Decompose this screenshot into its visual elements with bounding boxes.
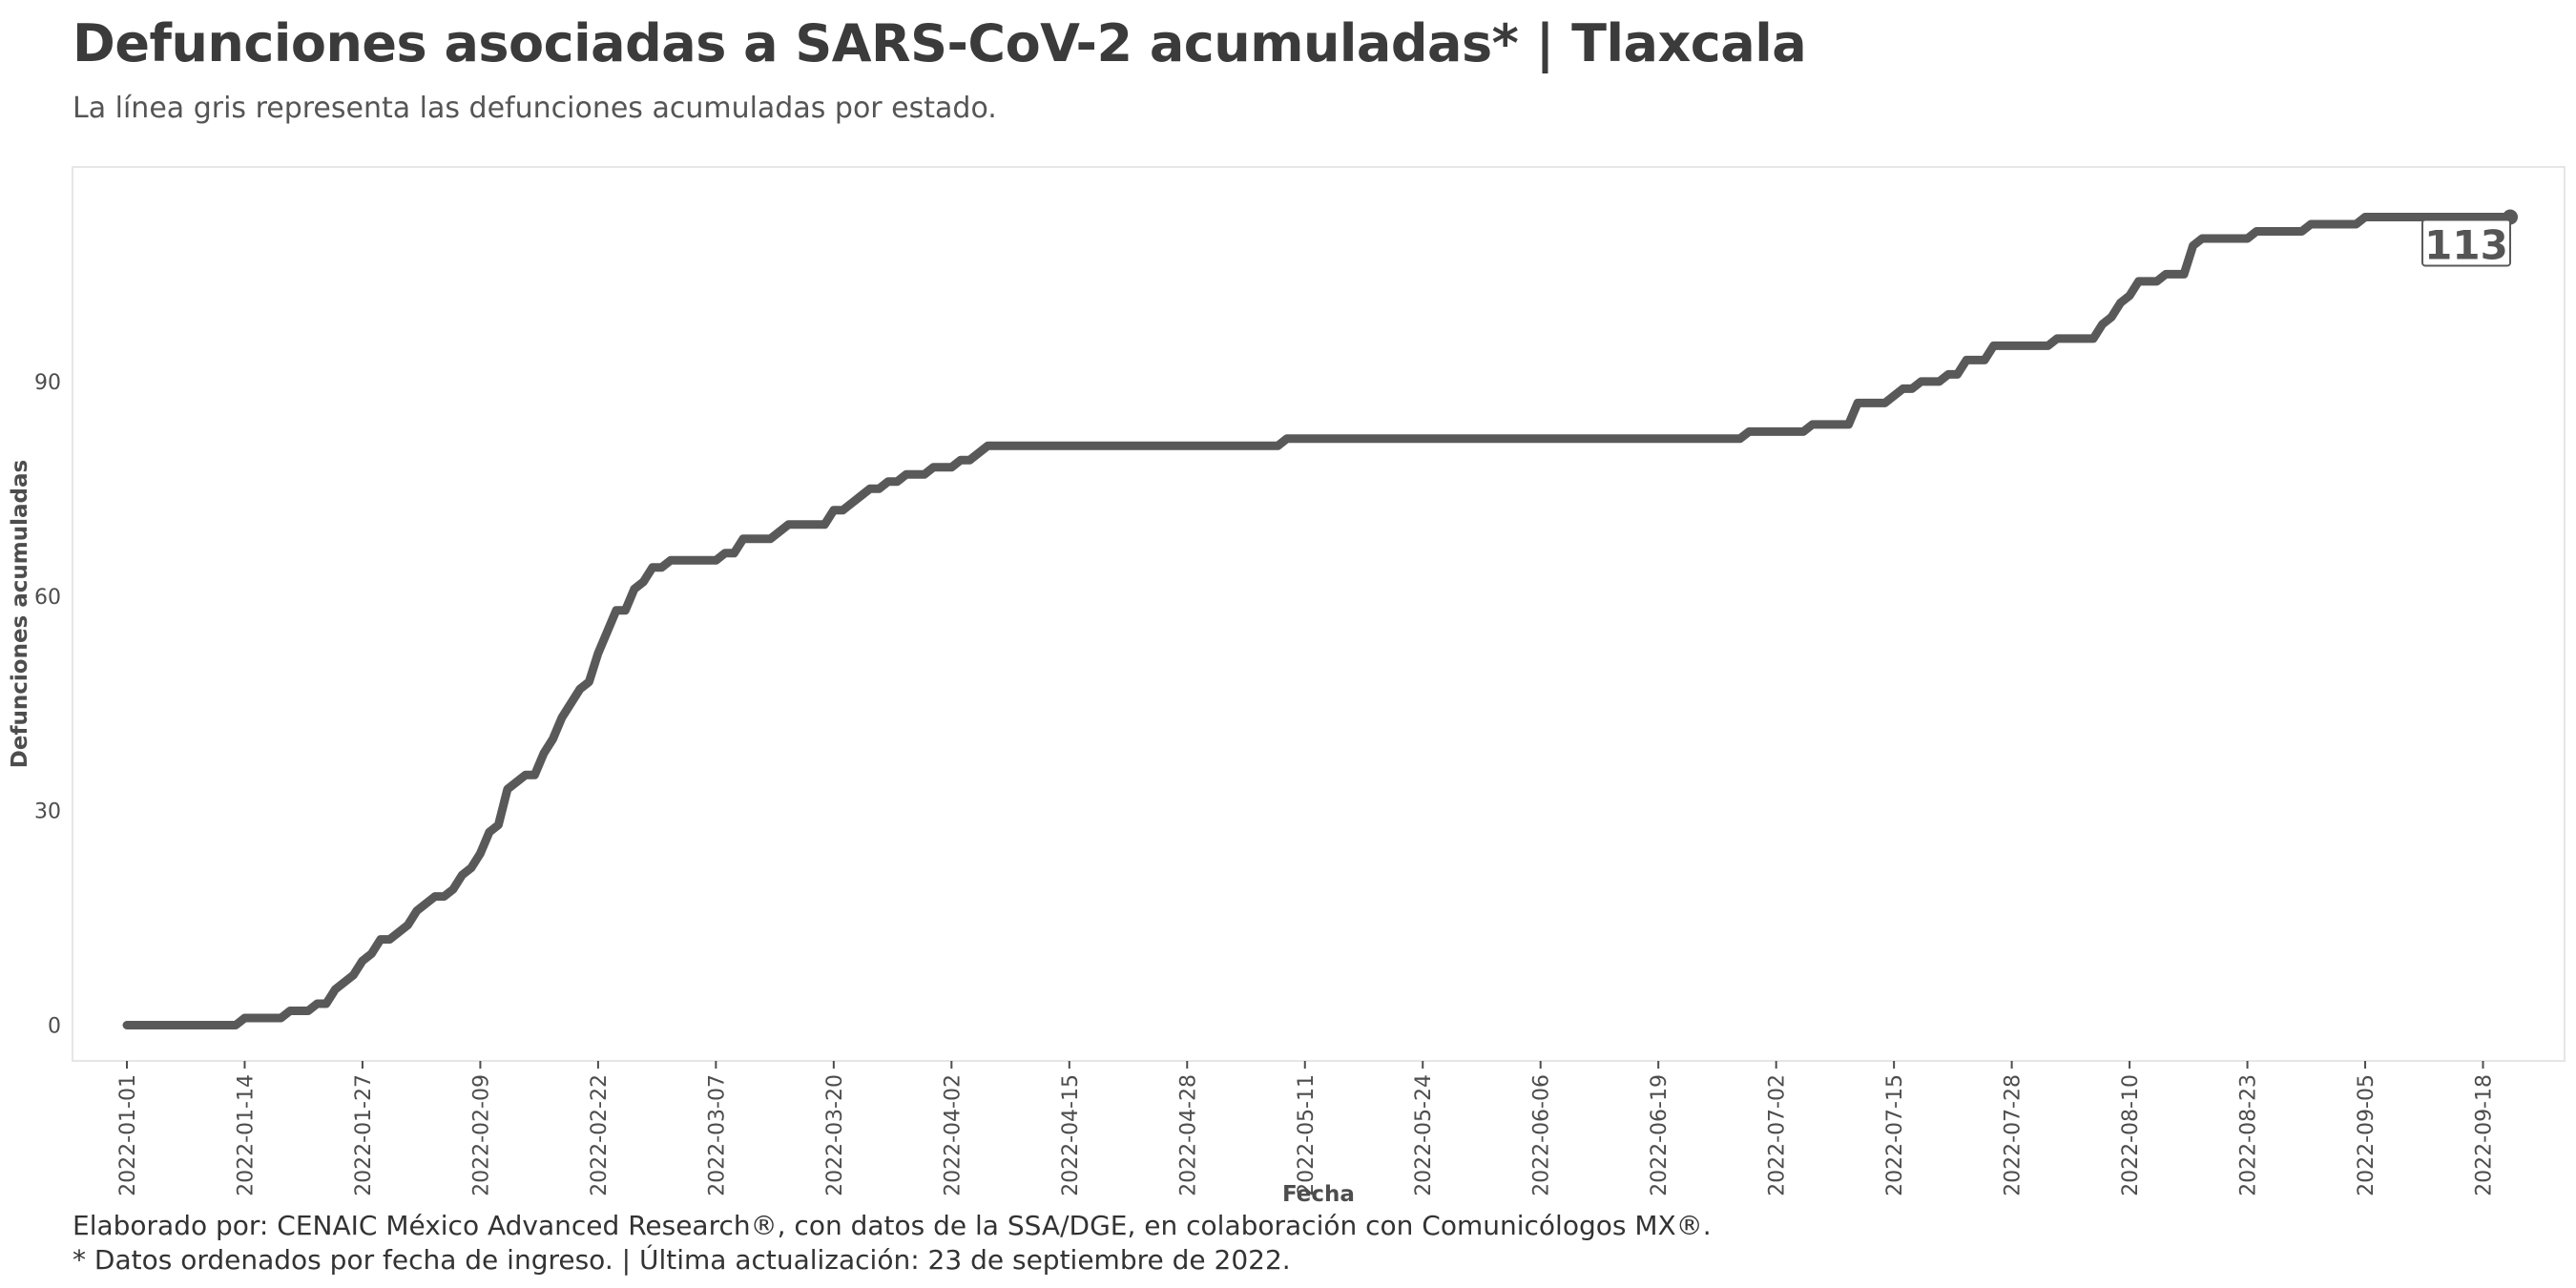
chart-title: Defunciones asociadas a SARS-CoV-2 acumu… (73, 13, 1807, 73)
y-axis-title: Defunciones acumuladas (8, 460, 32, 768)
x-tick-label: 2022-07-15 (1883, 1074, 1907, 1196)
y-tick-label: 60 (34, 586, 61, 610)
x-tick-label: 2022-07-28 (2002, 1074, 2025, 1196)
y-tick-label: 30 (34, 800, 61, 824)
y-tick-label: 90 (34, 371, 61, 395)
end-label: 113 (2424, 221, 2508, 268)
x-tick-label: 2022-09-18 (2473, 1074, 2497, 1196)
x-axis-title: Fecha (1282, 1182, 1355, 1202)
line-chart: 0 30 60 90 2022-01-01 2022-01-14 2022-01-27 202… (8, 166, 2566, 1202)
caption-credits: Elaborado por: CENAIC México Advanced Re… (73, 1210, 1712, 1241)
y-tick-label: 0 (48, 1015, 61, 1039)
series-line-0 (122, 213, 2515, 1029)
end-label-box (2421, 218, 2512, 267)
x-tick-label: 2022-07-02 (1766, 1074, 1790, 1196)
x-tick-label: 2022-05-11 (1295, 1074, 1319, 1196)
x-tick-label: 2022-02-22 (588, 1074, 612, 1196)
caption-notes: * Datos ordenados por fecha de ingreso. … (73, 1244, 1291, 1276)
plot-panel (72, 166, 2566, 1062)
x-tick-label: 2022-06-06 (1530, 1074, 1554, 1196)
x-tick-label: 2022-04-02 (941, 1074, 965, 1196)
x-tick-label: 2022-09-05 (2355, 1074, 2379, 1196)
x-tick-label: 2022-01-27 (352, 1074, 376, 1196)
x-tick-label: 2022-02-09 (469, 1074, 493, 1196)
x-tick-label: 2022-08-10 (2119, 1074, 2143, 1196)
x-tick-label: 2022-04-28 (1176, 1074, 1200, 1196)
x-tick-label: 2022-08-23 (2237, 1074, 2261, 1196)
x-tick-label: 2022-04-15 (1059, 1074, 1083, 1196)
x-tick-label: 2022-01-14 (234, 1074, 258, 1196)
x-tick-label: 2022-06-19 (1648, 1074, 1672, 1196)
x-tick-label: 2022-01-01 (116, 1074, 140, 1196)
x-tick-label: 2022-03-20 (823, 1074, 847, 1196)
x-tick-label: 2022-03-07 (705, 1074, 729, 1196)
x-tick-label: 2022-05-24 (1412, 1074, 1436, 1196)
chart-subtitle: La línea gris representa las defunciones… (73, 92, 997, 125)
